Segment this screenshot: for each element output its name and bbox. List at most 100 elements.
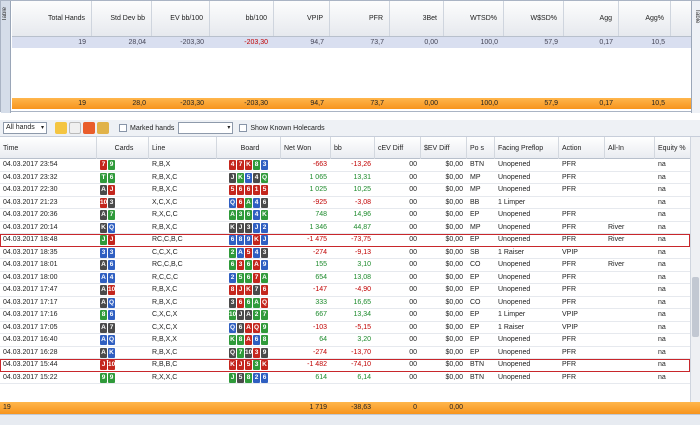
playing-card: K <box>229 335 236 345</box>
summary-col-header[interactable]: EV bb/100 <box>152 1 210 36</box>
grid-col-header[interactable]: Cards <box>97 137 149 159</box>
cell-sev: $0,00 <box>445 248 463 256</box>
hand-icon[interactable] <box>55 122 67 134</box>
scrollbar-thumb[interactable] <box>692 277 699 337</box>
cell-net: 333 <box>315 298 327 306</box>
cell-line: R,X,X,C <box>152 373 178 381</box>
grid-col-header[interactable]: cEV Diff <box>375 137 421 159</box>
cell-net: 1 065 <box>309 173 327 181</box>
hand-row[interactable]: 04.03.2017 16:40 A Q R,B,X,X K 8 A 6 8 64 3,20 00 $0… <box>0 334 690 347</box>
grid-col-header[interactable]: Po s <box>467 137 495 159</box>
playing-card: 5 <box>245 360 252 370</box>
hand-row[interactable]: 04.03.2017 21:23 10 3 X,C,X,C Q 6 A 4 6 -925 -3,08… <box>0 196 690 209</box>
hand-row[interactable]: 04.03.2017 18:48 J J RC,C,B,C 6 8 9 K J -1 475 -73… <box>0 234 690 247</box>
summary-col-header[interactable]: WTSD% <box>444 1 504 36</box>
show-holecards-checkbox[interactable] <box>239 124 248 132</box>
cell-facing: 1 Raiser <box>498 323 525 331</box>
hand-row[interactable]: 04.03.2017 18:00 A 4 R,C,C,C 2 5 6 7 A 654 13,08 00… <box>0 271 690 284</box>
cell-cev: 00 <box>409 311 417 318</box>
grid-col-header[interactable]: Time <box>0 137 97 159</box>
summary-total: 57,9 <box>544 100 558 107</box>
hand-row[interactable]: 04.03.2017 20:14 K Q R,B,X,C K J 3 J 2 1 346 44,87… <box>0 221 690 234</box>
summary-col-header[interactable]: PFR <box>330 1 390 36</box>
cell-facing: Unopened <box>498 161 531 168</box>
hand-row[interactable]: 04.03.2017 15:22 9 9 R,X,X,C J 5 8 2 6 614 6,14 00 $… <box>0 371 690 384</box>
hand-row[interactable]: 04.03.2017 18:01 A 6 RC,C,B,C 6 3 6 A 9 155 3,10 00… <box>0 259 690 272</box>
grid-col-header[interactable]: $EV Diff <box>421 137 467 159</box>
playing-card: 6 <box>237 322 244 333</box>
cell-pos: MP <box>470 223 481 231</box>
summary-values-row[interactable]: 19 28,04 -203,30 -203,30 94,7 73,7 0,00 100,0 57… <box>12 37 691 48</box>
cell-allin <box>605 347 655 359</box>
hand-row[interactable]: 04.03.2017 23:54 7 9 R,B,X 4 7 K 8 3 -663 -13,26 00… <box>0 159 690 172</box>
hand-row[interactable]: 04.03.2017 17:17 A Q R,B,X,C 3 6 6 A Q 333 16,65 00… <box>0 296 690 309</box>
grid-col-header[interactable]: Net Won <box>281 137 331 159</box>
cell-allin <box>605 297 655 309</box>
cell-allin: River <box>608 223 625 231</box>
cell-time: 04.03.2017 18:48 <box>3 236 58 243</box>
cell-time: 04.03.2017 17:47 <box>3 286 58 293</box>
summary-total: 10,5 <box>651 100 665 107</box>
playing-card: 6 <box>229 260 236 270</box>
hand-row[interactable]: 04.03.2017 17:47 A 10 R,B,X,C 8 J K 7 6 -147 -4,90… <box>0 284 690 297</box>
grid-col-header[interactable]: Line <box>149 137 217 159</box>
cards-icon[interactable] <box>69 122 81 134</box>
side-tab[interactable]: Table <box>1 1 11 113</box>
cell-facing: 1 Limper <box>498 311 526 318</box>
hand-row[interactable]: 04.03.2017 17:05 A 7 C,X,C,X Q 6 A Q 9 -103 -5,15 0… <box>0 321 690 334</box>
cell-net: 1 025 <box>309 186 327 193</box>
hand-row[interactable]: 04.03.2017 16:28 A K R,B,X,C Q 7 10 3 9 -274 -13,7… <box>0 346 690 359</box>
marked-hands-select[interactable]: ▾ <box>178 122 234 134</box>
grid-col-header[interactable]: All-In <box>605 137 655 159</box>
chart-icon[interactable] <box>83 122 95 134</box>
summary-col-header[interactable]: Agg <box>564 1 619 36</box>
cell-action: PFR <box>562 273 576 281</box>
grid-col-header[interactable]: Facing Preflop <box>495 137 559 159</box>
cell-cev: 00 <box>409 211 417 218</box>
playing-card: 3 <box>100 247 107 258</box>
cell-equity: na <box>658 323 666 331</box>
side-tab-label: Table <box>2 7 8 22</box>
hand-row[interactable]: 04.03.2017 22:30 A J R,B,X,C 5 6 6 1 5 1 025 10,25… <box>0 184 690 197</box>
summary-col-header[interactable]: Agg% <box>619 1 671 36</box>
cell-net: -925 <box>312 198 327 206</box>
summary-col-header[interactable]: Total Hands <box>12 1 92 36</box>
summary-col-header[interactable]: 3Bet <box>390 1 444 36</box>
grid-col-header[interactable]: bb <box>331 137 375 159</box>
playing-card: 2 <box>253 372 260 383</box>
playing-card: 6 <box>229 235 236 245</box>
hand-row[interactable]: 04.03.2017 15:44 J 10 R,B,B,C K J 5 3 K -1 482 -74… <box>0 359 690 372</box>
cell-net: 654 <box>315 273 327 281</box>
hand-row[interactable]: 04.03.2017 20:36 A 7 R,X,C,C A 3 6 4 K 748 14,96 00… <box>0 209 690 222</box>
cell-action: PFR <box>562 373 576 381</box>
playing-card: 7 <box>237 160 244 170</box>
cell-facing: Unopened <box>498 261 531 268</box>
playing-card: 3 <box>108 197 115 208</box>
hand-filter-select[interactable]: All hands ▾ <box>3 122 47 134</box>
summary-col-header[interactable]: Std Dev bb <box>92 1 152 36</box>
summary-col-header[interactable]: W$SD% <box>504 1 564 36</box>
cell-sev: $0,00 <box>445 261 463 268</box>
cell-equity: na <box>658 186 666 193</box>
grid-col-header[interactable]: Board <box>217 137 281 159</box>
hand-row[interactable]: 04.03.2017 23:32 T 6 R,B,X,C J K 5 4 Q 1 065 13,31… <box>0 171 690 184</box>
trophy-icon[interactable] <box>97 122 109 134</box>
hand-row[interactable]: 04.03.2017 17:16 8 6 C,X,C,X 10 J A 2 7 667 13,34 0… <box>0 309 690 322</box>
grid-col-header[interactable]: Action <box>559 137 605 159</box>
summary-col-header[interactable]: VPIP <box>274 1 330 36</box>
total-empty <box>97 402 149 414</box>
summary-col-header[interactable]: bb/100 <box>210 1 274 36</box>
marked-hands-checkbox[interactable] <box>119 124 127 132</box>
hand-row[interactable]: 04.03.2017 18:35 3 3 C,C,X,C 2 A 5 4 3 -274 -9,13 0… <box>0 246 690 259</box>
right-tab[interactable]: Table <box>691 1 700 113</box>
cell-sev: $0,00 <box>445 298 463 306</box>
grid-col-header[interactable]: Equity % <box>655 137 690 159</box>
playing-card: A <box>100 335 107 345</box>
playing-card: 10 <box>229 310 237 320</box>
summary-value: -203,30 <box>244 39 268 46</box>
vertical-scrollbar[interactable] <box>690 137 700 402</box>
cell-bb: -13,26 <box>351 161 371 168</box>
